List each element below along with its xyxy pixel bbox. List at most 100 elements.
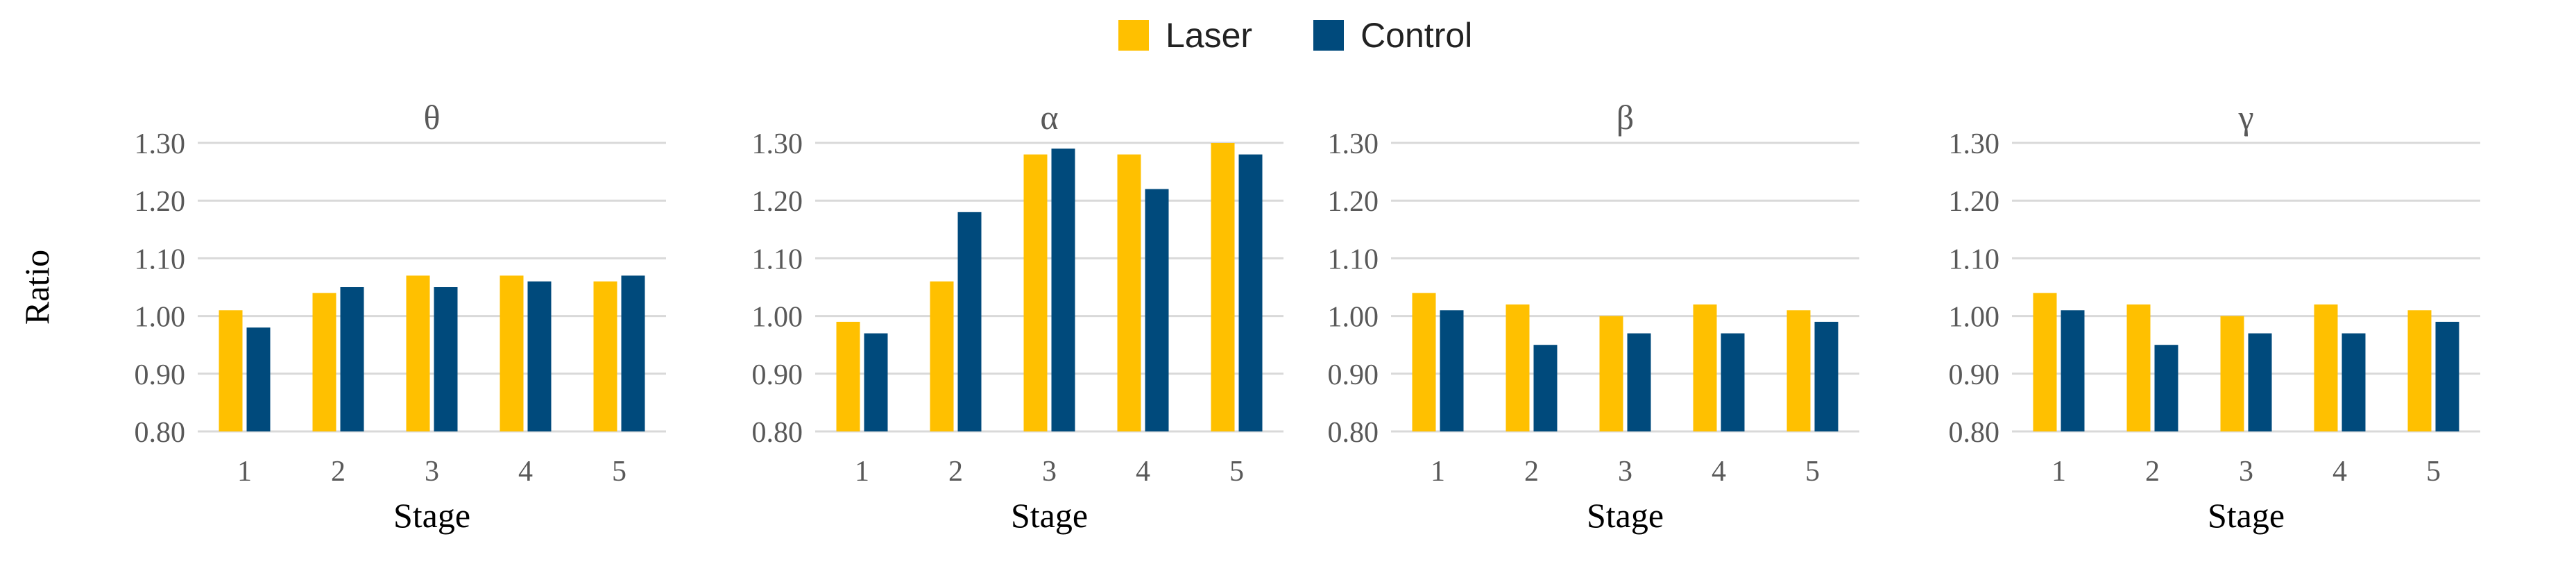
x-axis-label: Stage bbox=[2208, 496, 2285, 535]
y-tick-label: 1.10 bbox=[135, 243, 186, 275]
bar-laser-stage-5 bbox=[593, 281, 617, 431]
x-tick-label: 2 bbox=[948, 456, 963, 488]
bar-laser-stage-1 bbox=[836, 321, 860, 431]
y-tick-label: 1.10 bbox=[752, 243, 803, 275]
y-tick-label: 1.00 bbox=[1949, 302, 2000, 334]
bar-control-stage-3 bbox=[1627, 333, 1651, 431]
x-tick-label: 3 bbox=[2239, 456, 2253, 488]
bar-control-stage-4 bbox=[1145, 189, 1169, 431]
bar-control-stage-1 bbox=[2061, 310, 2085, 431]
x-tick-label: 3 bbox=[1618, 456, 1632, 488]
bar-control-stage-2 bbox=[2154, 345, 2178, 431]
bar-laser-stage-5 bbox=[1786, 310, 1811, 431]
y-tick-label: 0.80 bbox=[1949, 417, 2000, 449]
legend-item-control: Control bbox=[1313, 15, 1472, 55]
x-tick-label: 5 bbox=[1229, 456, 1244, 488]
legend-swatch-control bbox=[1313, 20, 1345, 51]
bar-control-stage-1 bbox=[1440, 310, 1464, 431]
bar-control-stage-5 bbox=[1238, 154, 1263, 431]
bar-control-stage-5 bbox=[621, 275, 645, 431]
y-tick-label: 1.10 bbox=[1328, 243, 1379, 275]
y-tick-label: 1.20 bbox=[1328, 186, 1379, 218]
bar-laser-stage-3 bbox=[1023, 154, 1048, 431]
y-tick-label: 1.30 bbox=[1328, 128, 1379, 160]
y-tick-label: 0.90 bbox=[752, 359, 803, 391]
y-tick-label: 1.30 bbox=[135, 128, 186, 160]
x-tick-label: 1 bbox=[237, 456, 252, 488]
y-tick-label: 1.10 bbox=[1949, 243, 2000, 275]
bar-laser-stage-2 bbox=[2126, 304, 2151, 431]
x-tick-label: 3 bbox=[1042, 456, 1057, 488]
chart-title: α bbox=[1040, 98, 1058, 137]
bar-control-stage-1 bbox=[864, 333, 888, 431]
chart-title: θ bbox=[424, 98, 441, 137]
bar-control-stage-4 bbox=[2342, 333, 2366, 431]
bar-control-stage-3 bbox=[1051, 148, 1075, 431]
x-axis-label: Stage bbox=[1011, 496, 1088, 535]
bar-laser-stage-5 bbox=[2407, 310, 2432, 431]
legend: Laser Control bbox=[1118, 11, 1533, 60]
y-tick-label: 0.90 bbox=[1949, 359, 2000, 391]
x-tick-label: 4 bbox=[2332, 456, 2347, 488]
x-tick-label: 2 bbox=[1524, 456, 1539, 488]
bar-laser-stage-4 bbox=[1117, 154, 1141, 431]
chart-panel-2: 0.80 0.90 1.00 1.10 1.20 1.30 α 1 2 3 4 5 Stage bbox=[752, 98, 1283, 535]
bar-laser-stage-3 bbox=[406, 275, 430, 431]
x-tick-label: 4 bbox=[518, 456, 533, 488]
bar-control-stage-4 bbox=[1721, 333, 1745, 431]
x-axis-label: Stage bbox=[393, 496, 470, 535]
y-tick-label: 1.20 bbox=[1949, 186, 2000, 218]
bar-laser-stage-1 bbox=[1412, 293, 1436, 431]
x-axis-label: Stage bbox=[1587, 496, 1664, 535]
x-tick-label: 2 bbox=[2145, 456, 2160, 488]
y-tick-label: 1.30 bbox=[752, 128, 803, 160]
chart-panel-4: 0.80 0.90 1.00 1.10 1.20 1.30 γ 1 2 3 4 5 Stage bbox=[1949, 98, 2480, 535]
legend-swatch-laser bbox=[1118, 20, 1149, 51]
chart-title: β bbox=[1617, 98, 1634, 137]
bar-laser-stage-2 bbox=[930, 281, 954, 431]
bar-laser-stage-2 bbox=[1505, 304, 1530, 431]
x-tick-label: 5 bbox=[2426, 456, 2441, 488]
legend-item-laser: Laser bbox=[1118, 15, 1252, 55]
bar-control-stage-2 bbox=[957, 212, 982, 431]
x-tick-label: 3 bbox=[425, 456, 439, 488]
bar-laser-stage-4 bbox=[500, 275, 524, 431]
x-tick-label: 1 bbox=[855, 456, 869, 488]
x-tick-label: 4 bbox=[1136, 456, 1150, 488]
bar-control-stage-1 bbox=[246, 327, 271, 431]
chart-panel-3: 0.80 0.90 1.00 1.10 1.20 1.30 β 1 2 3 4 5 Stage bbox=[1328, 98, 1859, 535]
bar-laser-stage-4 bbox=[2314, 304, 2338, 431]
bar-laser-stage-3 bbox=[2220, 316, 2244, 431]
bar-laser-stage-5 bbox=[1211, 143, 1235, 431]
y-tick-label: 0.80 bbox=[135, 417, 186, 449]
x-tick-label: 5 bbox=[1805, 456, 1820, 488]
bar-laser-stage-4 bbox=[1693, 304, 1717, 431]
y-tick-label: 0.90 bbox=[1328, 359, 1379, 391]
y-axis-label: Ratio bbox=[17, 250, 56, 325]
bar-control-stage-5 bbox=[2435, 321, 2459, 431]
legend-label-laser: Laser bbox=[1166, 16, 1253, 55]
chart-panel-1: 0.80 0.90 1.00 1.10 1.20 1.30 θ 1 2 3 4 5 Stage Ratio bbox=[17, 98, 666, 535]
y-tick-label: 0.80 bbox=[752, 417, 803, 449]
y-tick-label: 0.80 bbox=[1328, 417, 1379, 449]
y-tick-label: 1.00 bbox=[135, 302, 186, 334]
bar-laser-stage-1 bbox=[219, 310, 243, 431]
bar-control-stage-4 bbox=[527, 281, 552, 431]
bar-laser-stage-3 bbox=[1599, 316, 1623, 431]
bar-laser-stage-1 bbox=[2033, 293, 2057, 431]
y-tick-label: 1.20 bbox=[135, 186, 186, 218]
y-tick-label: 1.30 bbox=[1949, 128, 2000, 160]
bar-control-stage-2 bbox=[340, 287, 364, 431]
y-tick-label: 0.90 bbox=[135, 359, 186, 391]
x-tick-label: 5 bbox=[612, 456, 626, 488]
y-tick-label: 1.20 bbox=[752, 186, 803, 218]
x-tick-label: 1 bbox=[1431, 456, 1445, 488]
bar-control-stage-3 bbox=[434, 287, 458, 431]
x-tick-label: 1 bbox=[2052, 456, 2066, 488]
bar-control-stage-5 bbox=[1814, 321, 1839, 431]
chart-title: γ bbox=[2237, 98, 2253, 137]
bar-control-stage-3 bbox=[2248, 333, 2272, 431]
bar-control-stage-2 bbox=[1533, 345, 1558, 431]
bar-laser-stage-2 bbox=[312, 293, 336, 431]
